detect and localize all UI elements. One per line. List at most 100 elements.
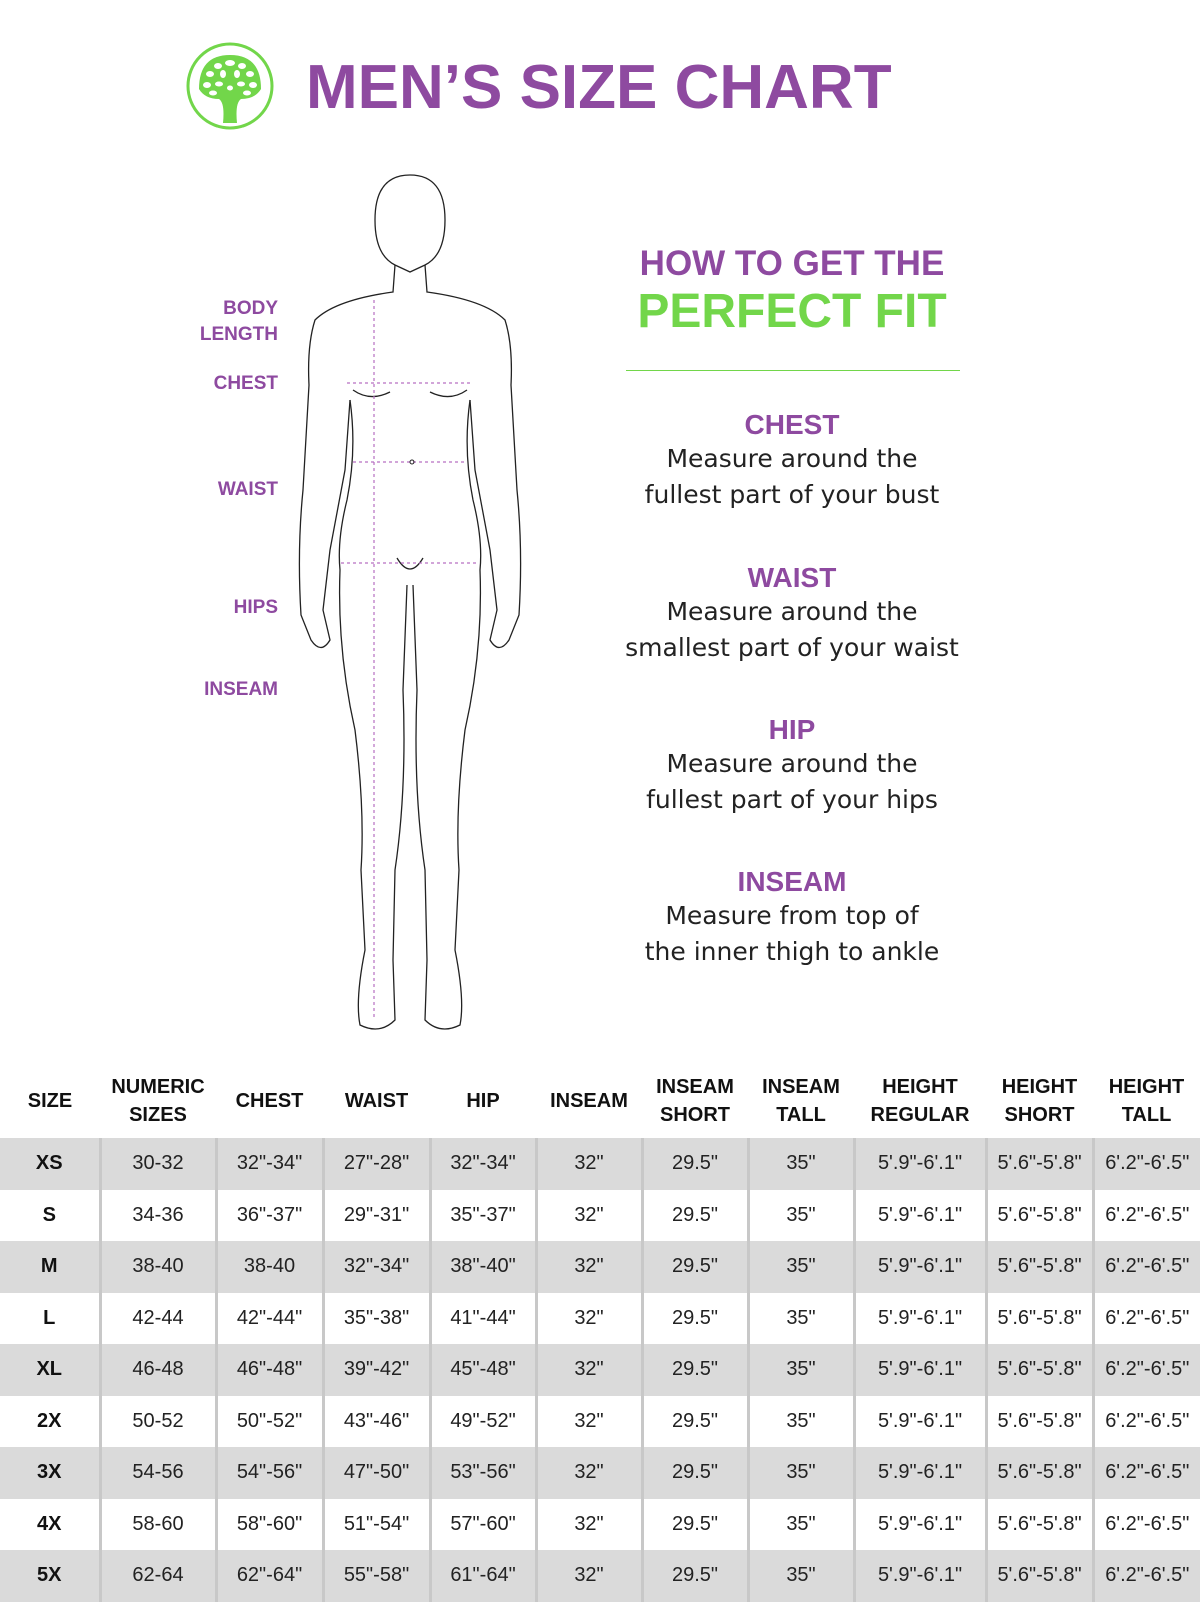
table-cell: 29.5" [640,1292,748,1344]
table-cell: 35" [746,1138,854,1190]
table-cell: 32" [534,1395,642,1447]
table-cell: 29.5" [640,1189,748,1241]
table-cell: 43"-46" [321,1395,430,1447]
table-cell: 32" [534,1189,642,1241]
table-cell: 6'.2"-6'.5" [1091,1344,1200,1396]
table-cell: 5'.9"-6'.1" [852,1138,986,1190]
table-cell: 53"-56" [428,1447,536,1499]
table-cell: 35" [746,1189,854,1241]
table-cell: 29.5" [640,1550,748,1602]
table-cell: 6'.2"-6'.5" [1091,1241,1200,1293]
guide-section-inseam: INSEAM Measure from top of the inner thigh… [644,866,940,966]
table-cell: 35"-37" [428,1189,536,1241]
label-length: LENGTH [199,324,278,345]
guide-section-chest: CHEST Measure around the fullest part of y… [644,409,940,509]
header-line: SHORT [1004,1104,1075,1126]
header-line: HEIGHT [882,1076,958,1098]
table-cell: 54-56 [98,1447,216,1499]
size-table: SIZE NUMERIC SIZES CHEST WAIST HIP INSEAM INSEA… [0,1064,1200,1602]
table-cell: 62-64 [98,1550,216,1602]
table-cell: 29.5" [640,1344,748,1396]
table-cell: 5'.9"-6'.1" [852,1447,986,1499]
column-header: HEIGHT SHORT [986,1064,1093,1138]
table-cell: 5'.9"-6'.1" [852,1241,986,1293]
table-row: 2X 50-52 50"-52" 43"-46" 49"-52" 32" 29.5" 35" 5… [0,1395,1200,1447]
table-cell: 6'.2"-6'.5" [1091,1498,1200,1550]
size-cell: 2X [37,1409,62,1432]
column-header: INSEAM [536,1064,642,1138]
table-cell: 35" [746,1498,854,1550]
table-cell: 29"-31" [321,1189,430,1241]
label-inseam: INSEAM [204,679,278,700]
table-cell: 32" [534,1344,642,1396]
table-cell: 38"-40" [428,1241,536,1293]
table-cell: 30-32 [98,1138,216,1190]
header-line: INSEAM [656,1076,734,1098]
table-cell: 5'.9"-6'.1" [852,1189,986,1241]
table-cell: 42-44 [98,1292,216,1344]
label-chest: CHEST [213,373,278,394]
header-line: SIZE [27,1090,73,1112]
table-cell: 39"-42" [321,1344,430,1396]
size-cell: S [42,1203,56,1226]
table-cell: 38-40 [98,1241,216,1293]
column-header: CHEST [216,1064,323,1138]
table-cell: 6'.2"-6'.5" [1091,1138,1200,1190]
table-cell: 5'.6"-5'.8" [984,1241,1093,1293]
header-line: HEIGHT [1001,1076,1078,1098]
header-line: NUMERIC [111,1076,205,1098]
table-row: XS 30-32 32"-34" 27"-28" 32"-34" 32" 29.5" 35" 5… [0,1138,1200,1190]
table-cell: 29.5" [640,1241,748,1293]
size-cell: XS [0,1138,100,1190]
table-cell: 5'.6"-5'.8" [984,1292,1093,1344]
column-header: SIZE [0,1064,100,1138]
table-cell: 36"-37" [214,1189,323,1241]
column-header: WAIST [323,1064,430,1138]
table-row: 4X 58-60 58"-60" 51"-54" 57"-60" 32" 29.5" 35" 5… [0,1498,1200,1550]
table-row: XL 46-48 46"-48" 39"-42" 45"-48" 32" 29.5" 35" 5… [0,1344,1200,1396]
column-header: NUMERIC SIZES [100,1064,216,1138]
table-cell: 6'.2"-6'.5" [1091,1395,1200,1447]
table-cell: 32" [534,1292,642,1344]
table-cell: 6'.2"-6'.5" [1091,1292,1200,1344]
table-cell: 32" [534,1447,642,1499]
table-cell: 35" [746,1395,854,1447]
header-line: WAIST [344,1090,409,1112]
table-cell: 32" [534,1241,642,1293]
table-cell: 51"-54" [321,1498,430,1550]
guide-heading-line1: HOW TO GET THE [639,244,945,283]
table-cell: 46-48 [98,1344,216,1396]
table-cell: 47"-50" [321,1447,430,1499]
table-cell: 35" [746,1344,854,1396]
size-cell: XL [0,1344,100,1396]
table-cell: 50-52 [98,1395,216,1447]
table-cell: 57"-60" [428,1498,536,1550]
size-cell: 4X [37,1512,62,1535]
table-row: M 38-40 38-40 32"-34" 38"-40" 32" 29.5" 35" 5'.9… [0,1241,1200,1293]
table-cell: 29.5" [640,1138,748,1190]
header-line: TALL [1121,1104,1172,1126]
table-row: S 34-36 36"-37" 29"-31" 35"-37" 32" 29.5" 35" 5'… [0,1189,1200,1241]
table-cell: 58-60 [98,1498,216,1550]
table-cell: 61"-64" [428,1550,536,1602]
page-title: MEN’S SIZE CHART [306,53,892,122]
table-cell: 38-40 [214,1241,323,1293]
table-cell: 54"-56" [214,1447,323,1499]
size-cell: 5X [0,1550,100,1602]
label-hips: HIPS [233,597,278,618]
table-cell: 6'.2"-6'.5" [1091,1550,1200,1602]
table-cell: 35" [746,1447,854,1499]
table-cell: 27"-28" [321,1138,430,1190]
table-cell: 35" [746,1550,854,1602]
table-cell: 32"-34" [321,1241,430,1293]
header-line: TALL [776,1104,826,1126]
table-cell: 62"-64" [214,1550,323,1602]
table-cell: 46"-48" [214,1344,323,1396]
table-row: 5X 62-64 62"-64" 55"-58" 61"-64" 32" 29.5" 35" 5… [0,1550,1200,1602]
header-line: CHEST [235,1090,304,1112]
table-cell: 32" [534,1550,642,1602]
column-header: HIP [430,1064,536,1138]
column-header: HEIGHT TALL [1093,1064,1200,1138]
table-cell: 6'.2"-6'.5" [1091,1189,1200,1241]
table-cell: 45"-48" [428,1344,536,1396]
